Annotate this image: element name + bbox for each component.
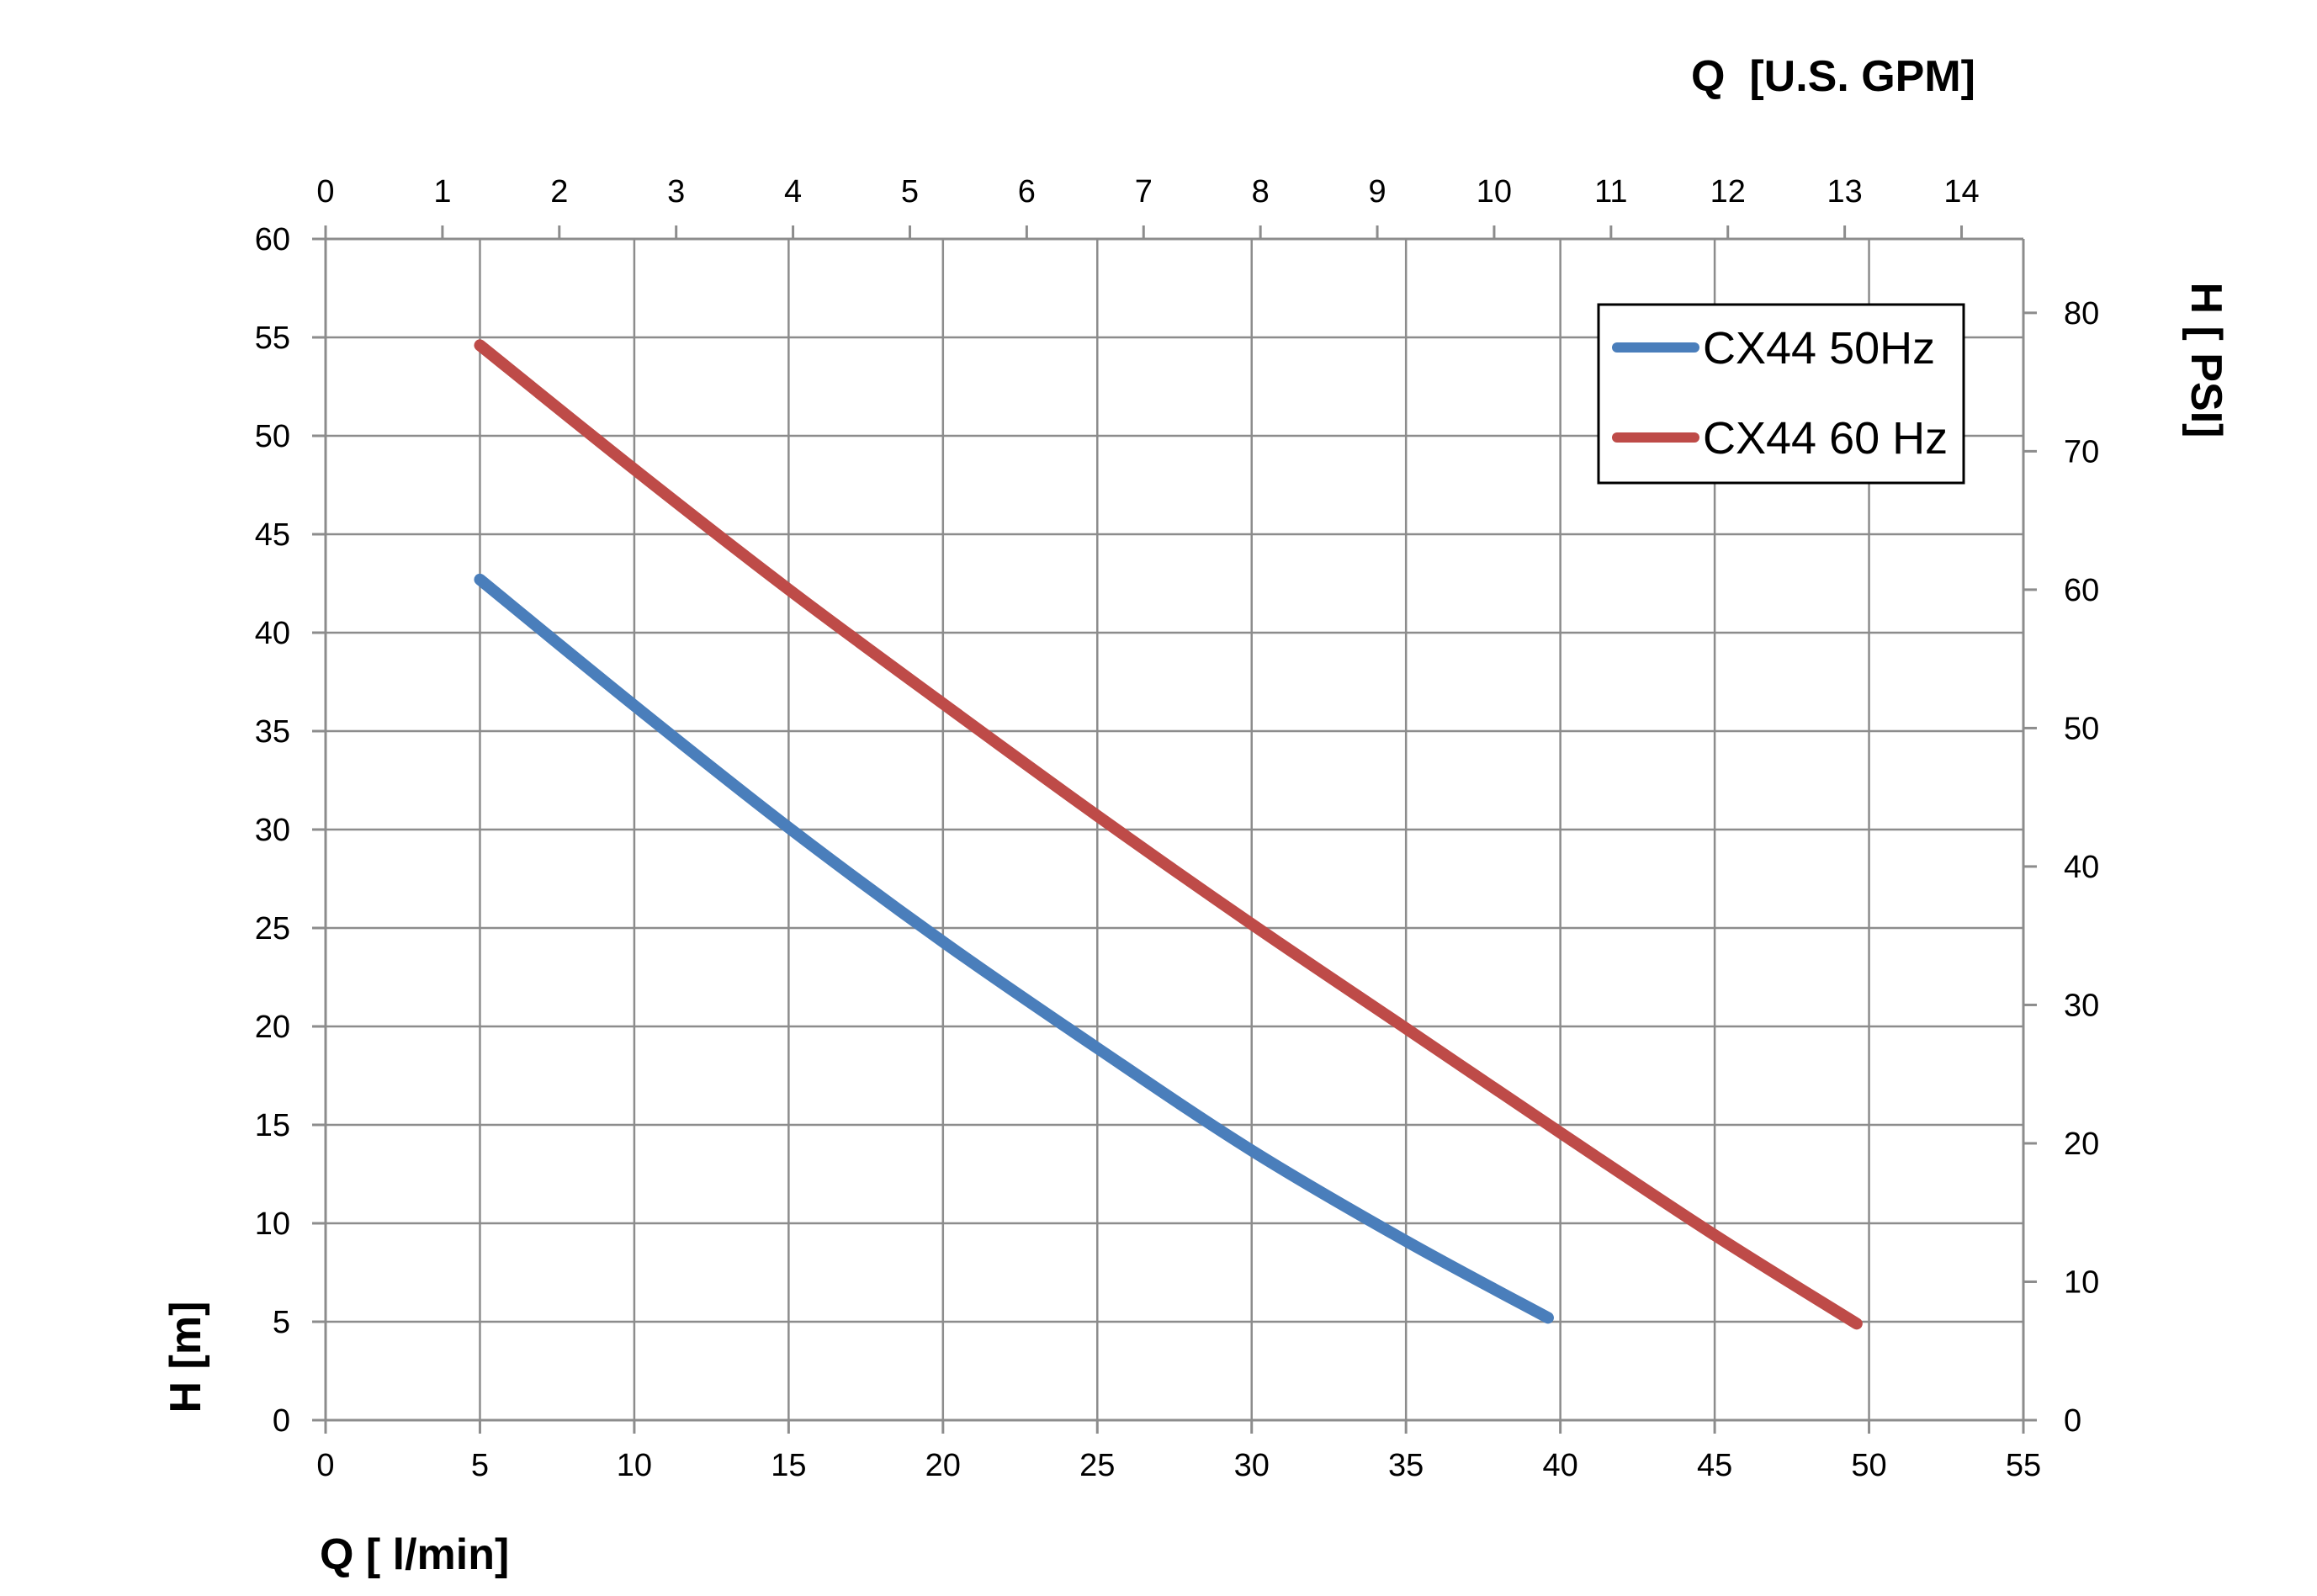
- legend-label-cx44-60hz: CX44 60 Hz: [1703, 413, 1948, 464]
- y-left-tick-label: 0: [273, 1403, 290, 1439]
- x-top-tick-label: 0: [316, 174, 334, 209]
- y-left-tick-label: 55: [255, 321, 290, 356]
- x-bottom-tick-label: 0: [316, 1448, 334, 1483]
- y-left-tick-label: 45: [255, 517, 290, 553]
- series-line-cx44-50hz: [474, 573, 1554, 1324]
- x-top-tick-label: 9: [1368, 174, 1386, 209]
- legend-label-cx44-50hz: CX44 50Hz: [1703, 323, 1935, 374]
- series-line-cx44-60-hz: [474, 339, 1863, 1330]
- y-right-axis-title: H [ PSI]: [2182, 283, 2230, 438]
- x-top-tick-label: 12: [1710, 174, 1746, 209]
- x-top-tick-label: 8: [1252, 174, 1270, 209]
- y-left-tick-label: 15: [255, 1108, 290, 1143]
- x-top-tick-label: 13: [1827, 174, 1862, 209]
- axes: 0 5 10 15 20 25 30 35 40 45 50 550 1 2 3 4 5 6 7 8 9 10 11 12 13…: [255, 174, 2100, 1483]
- x-bottom-tick-label: 55: [2006, 1448, 2041, 1483]
- x-bottom-tick-label: 10: [617, 1448, 652, 1483]
- y-right-tick-label: 10: [2064, 1265, 2099, 1300]
- y-left-tick-label: 25: [255, 911, 290, 946]
- legend-box: [1597, 303, 1965, 485]
- y-left-tick-label: 35: [255, 714, 290, 750]
- y-right-tick-label: 80: [2064, 296, 2099, 331]
- x-top-tick-label: 10: [1477, 174, 1512, 209]
- x-bottom-tick-label: 20: [925, 1448, 961, 1483]
- y-right-tick-label: 40: [2064, 850, 2099, 885]
- series: [474, 339, 1863, 1330]
- y-right-tick-label: 70: [2064, 434, 2099, 469]
- x-bottom-tick-label: 5: [471, 1448, 489, 1483]
- x-top-tick-label: 1: [433, 174, 451, 209]
- y-left-tick-label: 40: [255, 616, 290, 651]
- y-right-tick-label: 20: [2064, 1127, 2099, 1162]
- x-bottom-axis-title: Q [ l/min]: [320, 1530, 509, 1579]
- x-top-axis-title: Q [U.S. GPM]: [1691, 52, 1975, 101]
- x-bottom-tick-label: 25: [1079, 1448, 1115, 1483]
- x-top-tick-label: 7: [1135, 174, 1153, 209]
- x-bottom-tick-label: 40: [1542, 1448, 1577, 1483]
- y-left-tick-label: 50: [255, 419, 290, 454]
- y-left-axis-title: H [m]: [162, 1302, 210, 1413]
- x-top-tick-label: 2: [550, 174, 568, 209]
- x-top-tick-label: 5: [901, 174, 919, 209]
- y-right-tick-label: 60: [2064, 573, 2099, 608]
- x-bottom-tick-label: 35: [1388, 1448, 1424, 1483]
- y-left-tick-label: 20: [255, 1010, 290, 1045]
- x-top-tick-label: 14: [1943, 174, 1979, 209]
- x-bottom-tick-label: 15: [771, 1448, 806, 1483]
- y-right-tick-label: 50: [2064, 711, 2099, 746]
- x-bottom-tick-label: 45: [1697, 1448, 1732, 1483]
- y-left-tick-label: 60: [255, 222, 290, 257]
- x-bottom-tick-label: 50: [1851, 1448, 1886, 1483]
- legend: CX44 50Hz CX44 60 Hz: [1597, 303, 1965, 485]
- x-bottom-tick-label: 30: [1234, 1448, 1270, 1483]
- x-top-tick-label: 11: [1594, 174, 1627, 209]
- y-left-tick-label: 10: [255, 1206, 290, 1242]
- y-right-tick-label: 0: [2064, 1403, 2081, 1439]
- x-top-tick-label: 6: [1018, 174, 1036, 209]
- y-right-tick-label: 30: [2064, 988, 2099, 1023]
- y-left-tick-label: 30: [255, 813, 290, 848]
- x-top-tick-label: 3: [667, 174, 685, 209]
- y-left-tick-label: 5: [273, 1305, 290, 1340]
- x-top-tick-label: 4: [784, 174, 802, 209]
